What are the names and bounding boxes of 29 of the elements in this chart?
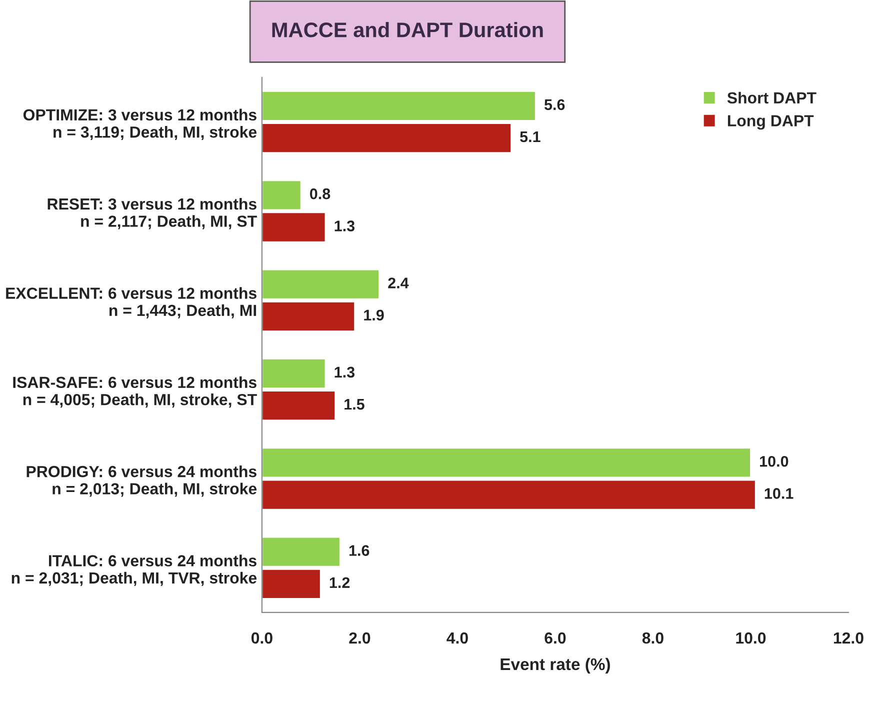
x-tick-label: 8.0 bbox=[642, 632, 664, 644]
y-tick-label: EXCELLENT: 6 versus 12 months n = 1,443; Death, MI bbox=[6, 287, 256, 318]
y-tick-label: PRODIGY: 6 versus 24 months n = 2,013; Death, MI, stroke bbox=[26, 465, 257, 497]
data-label: 0.8 bbox=[310, 188, 330, 200]
data-label: 5.6 bbox=[544, 99, 565, 110]
chart-title: MACCE and DAPT Duration bbox=[272, 22, 543, 38]
data-label: 10.0 bbox=[760, 456, 788, 467]
data-label: 2.4 bbox=[388, 278, 409, 288]
x-axis-title: Event rate (%) bbox=[500, 658, 610, 674]
y-tick-label: ISAR-SAFE: 6 versus 12 months n = 4,005; Death, MI, stroke, ST bbox=[13, 376, 257, 408]
legend-label: Short DAPT bbox=[727, 92, 816, 104]
data-label: 1.2 bbox=[330, 577, 350, 588]
y-tick-label: ITALIC: 6 versus 24 months n = 2,031; Death, MI, TVR, stroke bbox=[12, 554, 257, 586]
data-label: 1.6 bbox=[349, 545, 370, 556]
data-label: 1.9 bbox=[364, 310, 384, 321]
x-tick-label: 4.0 bbox=[446, 632, 468, 644]
legend-label: Long DAPT bbox=[728, 115, 814, 130]
x-tick-label: 0.0 bbox=[251, 632, 272, 644]
data-label: 10.1 bbox=[764, 488, 794, 499]
x-tick-label: 6.0 bbox=[544, 632, 566, 644]
data-label: 1.3 bbox=[334, 366, 355, 378]
x-tick-label: 12.0 bbox=[834, 632, 864, 644]
data-label: 1.5 bbox=[344, 399, 364, 410]
data-label: 5.1 bbox=[520, 132, 540, 142]
y-tick-label: OPTIMIZE: 3 versus 12 months n = 3,119; Death, MI, stroke bbox=[23, 108, 257, 140]
data-label: 1.3 bbox=[334, 220, 355, 232]
y-tick-label: RESET: 3 versus 12 months n = 2,117; Death, MI, ST bbox=[48, 198, 257, 230]
x-tick-label: 10.0 bbox=[736, 632, 766, 644]
x-tick-label: 2.0 bbox=[349, 632, 370, 644]
